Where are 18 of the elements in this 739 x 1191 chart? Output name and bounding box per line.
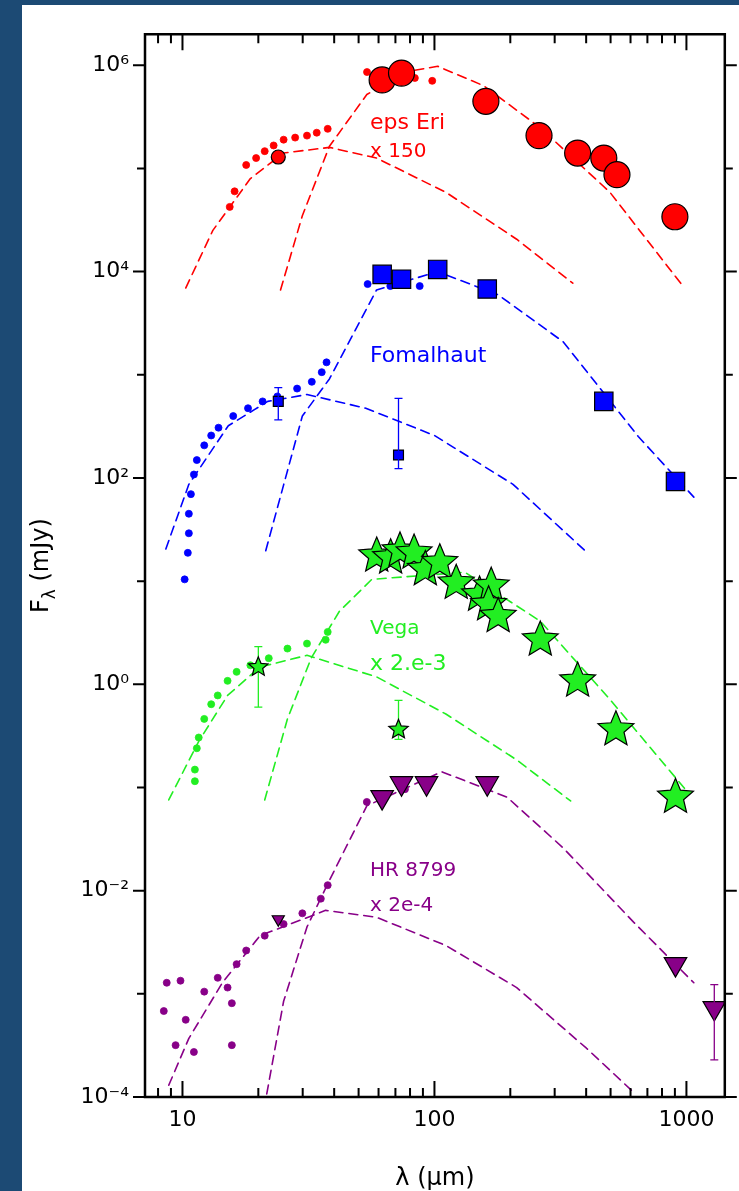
y-tick-label: 10⁴ xyxy=(92,257,130,283)
annotation: Fomalhaut xyxy=(370,341,487,367)
x-tick-label: 1000 xyxy=(658,1105,715,1131)
y-tick-label: 10⁶ xyxy=(92,50,130,76)
annotation: eps Eri xyxy=(370,108,446,134)
annotation: x 150 xyxy=(370,138,427,163)
annotation: x 2.e-3 xyxy=(370,649,447,675)
annotation: Vega xyxy=(370,615,420,640)
y-tick-label: 10² xyxy=(92,463,129,489)
y-tick-label: 10⁻² xyxy=(80,876,129,902)
y-tick-label: 10⁰ xyxy=(92,670,130,696)
y-tick-label: 10⁻⁴ xyxy=(80,1082,130,1108)
x-axis-title: λ (μm) xyxy=(395,1163,475,1191)
x-tick-label: 10 xyxy=(168,1105,197,1131)
annotation: x 2e-4 xyxy=(370,892,434,917)
annotation: HR 8799 xyxy=(370,857,457,882)
x-tick-label: 100 xyxy=(413,1105,456,1131)
y-axis-title: Fλ (mJy) xyxy=(26,518,60,613)
